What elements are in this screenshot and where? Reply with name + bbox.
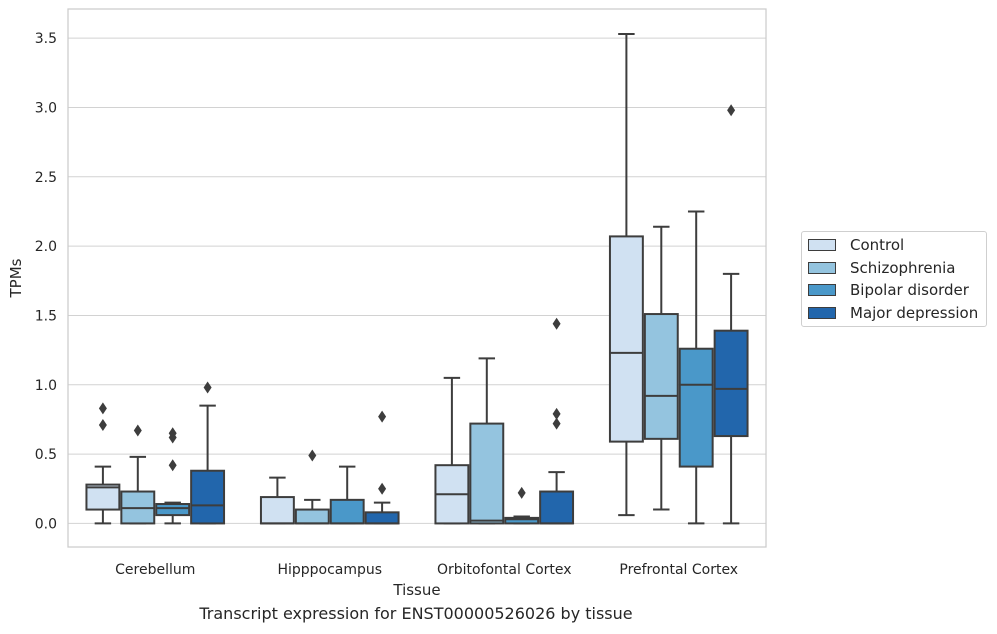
plot-frame bbox=[67, 8, 767, 548]
legend-swatch-control bbox=[808, 239, 836, 251]
legend-item-schizophrenia: Schizophrenia bbox=[808, 258, 955, 278]
y-tick-label: 2.0 bbox=[35, 239, 57, 255]
y-tick-label: 2.5 bbox=[35, 170, 57, 186]
legend-label-bipolar-disorder: Bipolar disorder bbox=[850, 281, 969, 299]
box bbox=[294, 508, 330, 525]
x-tick-label: Cerebellum bbox=[115, 562, 195, 578]
outlier-point bbox=[517, 486, 526, 499]
box bbox=[678, 347, 714, 468]
y-tick-label: 3.0 bbox=[35, 100, 57, 116]
legend-swatch-major-depression bbox=[808, 307, 836, 319]
y-tick-label: 1.0 bbox=[35, 378, 57, 394]
legend-item-control: Control bbox=[808, 235, 904, 255]
box bbox=[539, 490, 575, 525]
legend-label-schizophrenia: Schizophrenia bbox=[850, 259, 956, 277]
outlier-point bbox=[203, 381, 212, 394]
box bbox=[504, 516, 540, 525]
legend-swatch-bipolar-disorder bbox=[808, 284, 836, 296]
outlier-point bbox=[552, 317, 561, 330]
legend-label-control: Control bbox=[850, 236, 905, 254]
chart-caption: Transcript expression for ENST0000052602… bbox=[199, 604, 633, 623]
legend-swatch-schizophrenia bbox=[808, 262, 836, 274]
box bbox=[259, 496, 295, 525]
y-tick-label: 1.5 bbox=[35, 308, 57, 324]
outlier-point bbox=[552, 417, 561, 430]
box bbox=[85, 483, 121, 511]
box bbox=[329, 498, 365, 525]
legend: Control Schizophrenia Bipolar disorder M… bbox=[801, 231, 987, 327]
y-tick-label: 0.5 bbox=[35, 447, 57, 463]
outlier-point bbox=[168, 427, 177, 440]
outlier-point bbox=[168, 459, 177, 472]
x-axis-label: Tissue bbox=[392, 581, 440, 599]
x-tick-label: Orbitofontal Cortex bbox=[437, 562, 572, 578]
outlier-point bbox=[727, 104, 736, 117]
outlier-point bbox=[552, 407, 561, 420]
outlier-point bbox=[308, 449, 317, 462]
x-tick-label: Prefrontal Cortex bbox=[619, 562, 738, 578]
outlier-point bbox=[98, 402, 107, 415]
y-tick-label: 0.0 bbox=[35, 516, 57, 532]
outlier-point bbox=[98, 418, 107, 431]
box bbox=[643, 313, 679, 440]
y-axis-label: TPMs bbox=[7, 258, 25, 298]
outlier-point bbox=[378, 410, 387, 423]
box bbox=[364, 511, 400, 525]
box bbox=[155, 503, 191, 517]
y-tick-label: 3.5 bbox=[35, 31, 57, 47]
outlier-point bbox=[133, 424, 142, 437]
legend-item-bipolar-disorder: Bipolar disorder bbox=[808, 280, 969, 300]
legend-item-major-depression: Major depression bbox=[808, 303, 978, 323]
box bbox=[608, 235, 644, 443]
box bbox=[713, 329, 749, 438]
legend-label-major-depression: Major depression bbox=[850, 304, 979, 322]
box bbox=[190, 469, 226, 525]
outlier-point bbox=[378, 482, 387, 495]
box bbox=[469, 422, 505, 525]
x-tick-label: Hipppocampus bbox=[277, 562, 382, 578]
